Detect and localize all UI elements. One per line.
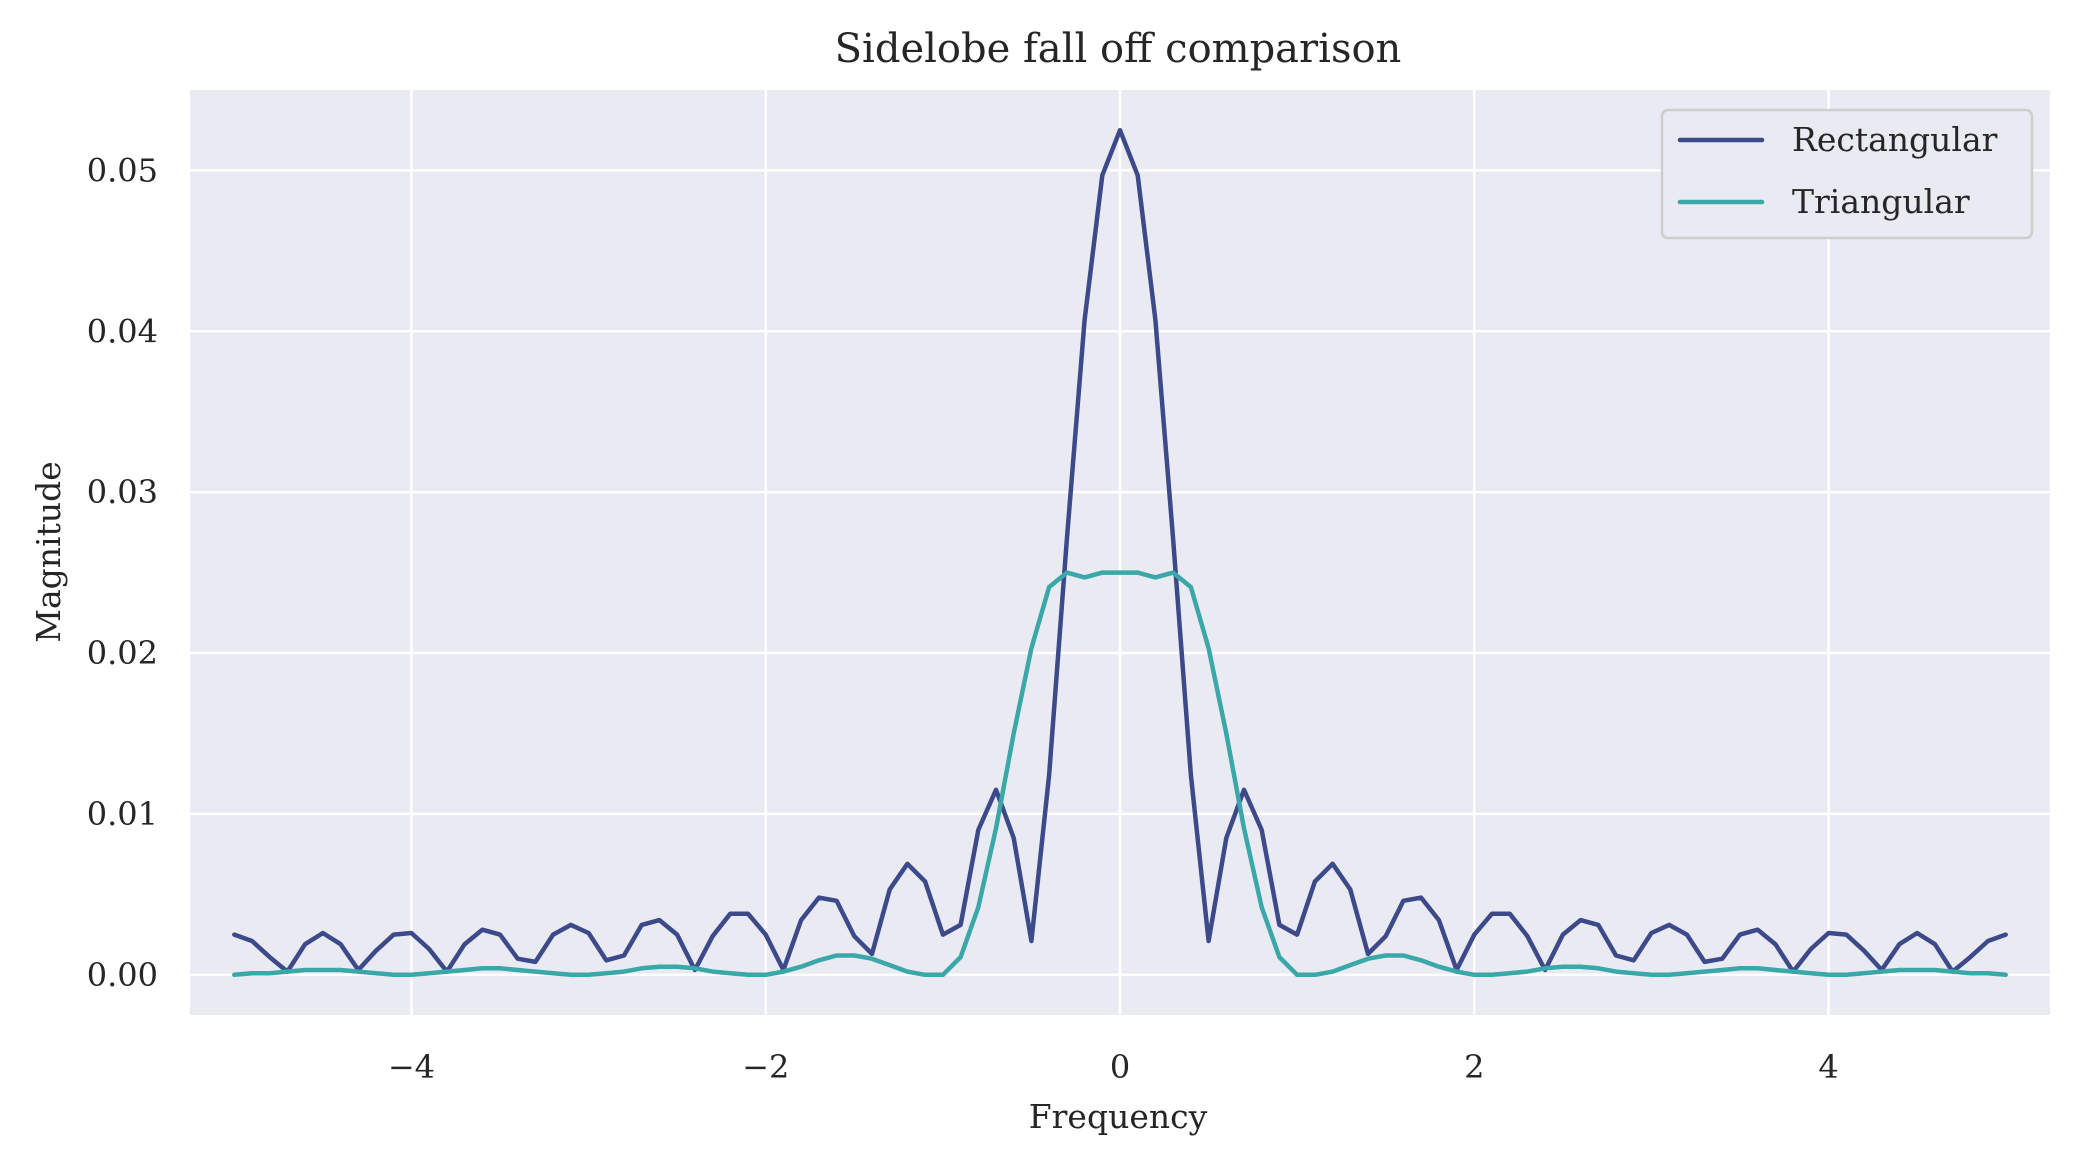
y-axis-ticks: 0.00 0.01 0.02 0.03 0.04 0.05 xyxy=(87,151,158,993)
legend-label-triangular: Triangular xyxy=(1792,182,1970,221)
legend-label-rectangular: Rectangular xyxy=(1792,120,1998,159)
y-tick-label: 0.00 xyxy=(87,956,158,994)
y-tick-label: 0.05 xyxy=(87,151,158,189)
y-tick-label: 0.04 xyxy=(87,312,158,350)
y-axis-label: Magnitude xyxy=(29,461,68,643)
x-tick-label: 0 xyxy=(1110,1048,1130,1086)
x-tick-label: −2 xyxy=(742,1048,789,1086)
y-tick-label: 0.03 xyxy=(87,473,158,511)
x-tick-label: 2 xyxy=(1464,1048,1484,1086)
chart-title: Sidelobe fall off comparison xyxy=(835,26,1402,72)
y-tick-label: 0.01 xyxy=(87,795,158,833)
x-tick-label: 4 xyxy=(1818,1048,1838,1086)
y-tick-label: 0.02 xyxy=(87,634,158,672)
legend: Rectangular Triangular xyxy=(1660,108,2034,240)
series-lines xyxy=(232,127,2008,978)
series-line-rectangular xyxy=(232,127,2008,974)
x-axis-ticks: −4 −2 0 2 4 xyxy=(388,1048,1839,1086)
series-line-triangular xyxy=(232,570,2008,978)
x-tick-label: −4 xyxy=(388,1048,435,1086)
x-axis-label: Frequency xyxy=(1029,1097,1208,1136)
